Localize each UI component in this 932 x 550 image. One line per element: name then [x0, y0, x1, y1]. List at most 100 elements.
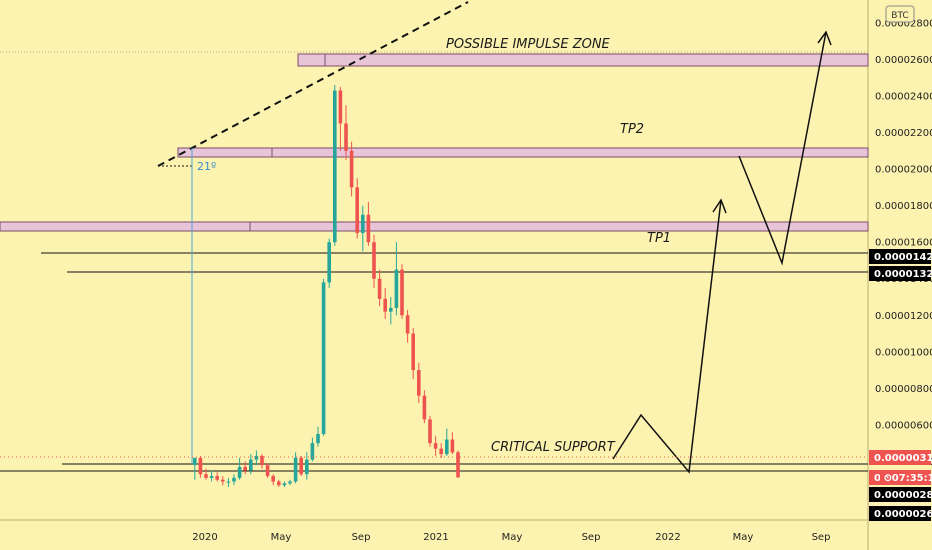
candle-body-24	[327, 242, 331, 283]
price-tag-box-4	[869, 487, 931, 502]
price-tag-text-1: 0.00001323	[874, 269, 932, 280]
time-tick-7: May	[733, 532, 754, 543]
candle-body-1	[198, 457, 203, 475]
price-tick-7: 0.00001800	[875, 201, 932, 212]
projection-path-first-leg[interactable]	[612, 199, 722, 474]
candle-body-19	[299, 457, 303, 475]
price-tag-2[interactable]: 0.00000313	[869, 450, 932, 465]
price-tag-0[interactable]: 0.00001429	[869, 249, 932, 264]
price-tag-text-0: 0.00001429	[874, 252, 932, 263]
time-tick-3: 2021	[423, 532, 448, 543]
candle-body-31	[366, 214, 371, 243]
zone-label-impulse: POSSIBLE IMPULSE ZONE	[446, 37, 611, 52]
price-tick-12: 0.00002800	[875, 18, 932, 29]
candle-body-37	[400, 269, 404, 316]
candle-body-4	[215, 476, 219, 480]
time-tick-0: 2020	[192, 532, 217, 543]
countdown-box	[880, 470, 931, 485]
price-tick-11: 0.00002600	[875, 55, 932, 66]
price-tick-10: 0.00002400	[875, 92, 932, 103]
candle-body-8	[237, 466, 242, 478]
price-tag-4[interactable]: 0.00000288	[869, 487, 932, 502]
candle-body-11	[254, 455, 259, 460]
currency-badge-text: BTC	[891, 11, 908, 21]
price-tick-9: 0.00002200	[875, 128, 932, 139]
price-tag-box-0	[869, 249, 931, 264]
candle-body-6	[226, 481, 231, 483]
time-tick-8: Sep	[812, 532, 831, 543]
currency-badge[interactable]: BTC	[885, 5, 915, 23]
candle-body-3	[209, 476, 214, 478]
candle-body-36	[394, 269, 399, 308]
price-tag-5[interactable]: 0.00000268	[869, 506, 932, 521]
price-tag-box-5	[869, 506, 931, 521]
time-tick-5: Sep	[582, 532, 601, 543]
candle-body-10	[249, 459, 253, 471]
candle-body-16	[282, 483, 287, 486]
price-tick-2: 0.00000800	[875, 384, 932, 395]
candle-body-35	[389, 307, 393, 312]
candle-body-28	[349, 150, 354, 188]
price-tag-1[interactable]: 0.00001323	[869, 266, 932, 281]
candle-body-38	[405, 315, 410, 334]
candle-body-42	[428, 419, 432, 444]
price-tick-6: 0.00001600	[875, 238, 932, 249]
time-tick-4: May	[502, 532, 523, 543]
price-tag-text-5: 0.00000268	[874, 509, 932, 520]
candle-body-21	[310, 443, 315, 460]
price-tag-box-2	[869, 450, 931, 465]
candle-body-2	[204, 474, 208, 478]
time-axis-ticks: 2020 May Sep 2021 May Sep 2022 May Sep	[192, 532, 830, 543]
price-tick-3: 0.00001000	[875, 347, 932, 358]
candle-body-20	[305, 459, 309, 475]
price-tag-box-1	[869, 266, 931, 281]
time-tick-2: Sep	[352, 532, 371, 543]
price-tag-text-4: 0.00000288	[874, 490, 932, 501]
candle-body-39	[411, 333, 415, 371]
candle-body-27	[344, 123, 348, 151]
candle-body-0	[193, 457, 197, 466]
candle-body-33	[377, 278, 382, 299]
candle-body-44	[439, 448, 443, 455]
candle-body-46	[450, 439, 455, 453]
candle-body-18	[293, 457, 298, 482]
dashed-trendline[interactable]	[157, 1, 469, 167]
candle-body-22	[316, 434, 320, 444]
price-tick-1: 0.00000600	[875, 420, 932, 431]
countdown-text: ⏲07:35:12	[884, 473, 932, 484]
price-tags: 0.00001429 0.00001323 0.00000313 0.⏲07:35:1…	[869, 249, 932, 521]
price-tag-3[interactable]: 0.⏲07:35:12	[869, 470, 932, 485]
candle-body-43	[433, 443, 438, 449]
projection-arrowhead-up-2	[817, 30, 832, 46]
candle-body-40	[417, 370, 421, 396]
time-tick-6: 2022	[655, 532, 680, 543]
candle-body-17	[288, 481, 292, 484]
candle-body-29	[355, 187, 359, 234]
candle-body-15	[277, 481, 281, 486]
zone-rect-1[interactable]	[177, 147, 869, 158]
zone-rectangles	[0, 51, 869, 232]
currency-badge-box	[885, 5, 915, 23]
candle-body-12	[260, 455, 264, 466]
angle-label: 21º	[197, 160, 216, 173]
candle-body-5	[221, 479, 225, 482]
candle-body-9	[243, 466, 247, 471]
candle-body-7	[232, 477, 236, 482]
time-tick-1: May	[271, 532, 292, 543]
candle-body-23	[321, 282, 326, 435]
projection-path-second-leg[interactable]	[738, 31, 827, 266]
zone-rect-0[interactable]	[297, 53, 869, 67]
price-tick-8: 0.00002000	[875, 165, 932, 176]
candlestick-series	[193, 85, 460, 487]
zone-rect-2[interactable]	[0, 221, 869, 232]
projection-arrowhead-up-1	[712, 198, 727, 214]
zone-label-tp1: TP1	[647, 231, 671, 246]
candle-body-34	[383, 298, 387, 312]
zone-label-tp2: TP2	[620, 122, 644, 137]
candle-body-25	[333, 90, 337, 243]
candle-body-45	[445, 439, 449, 455]
price-tick-4: 0.00001200	[875, 311, 932, 322]
candle-body-14	[271, 476, 275, 482]
